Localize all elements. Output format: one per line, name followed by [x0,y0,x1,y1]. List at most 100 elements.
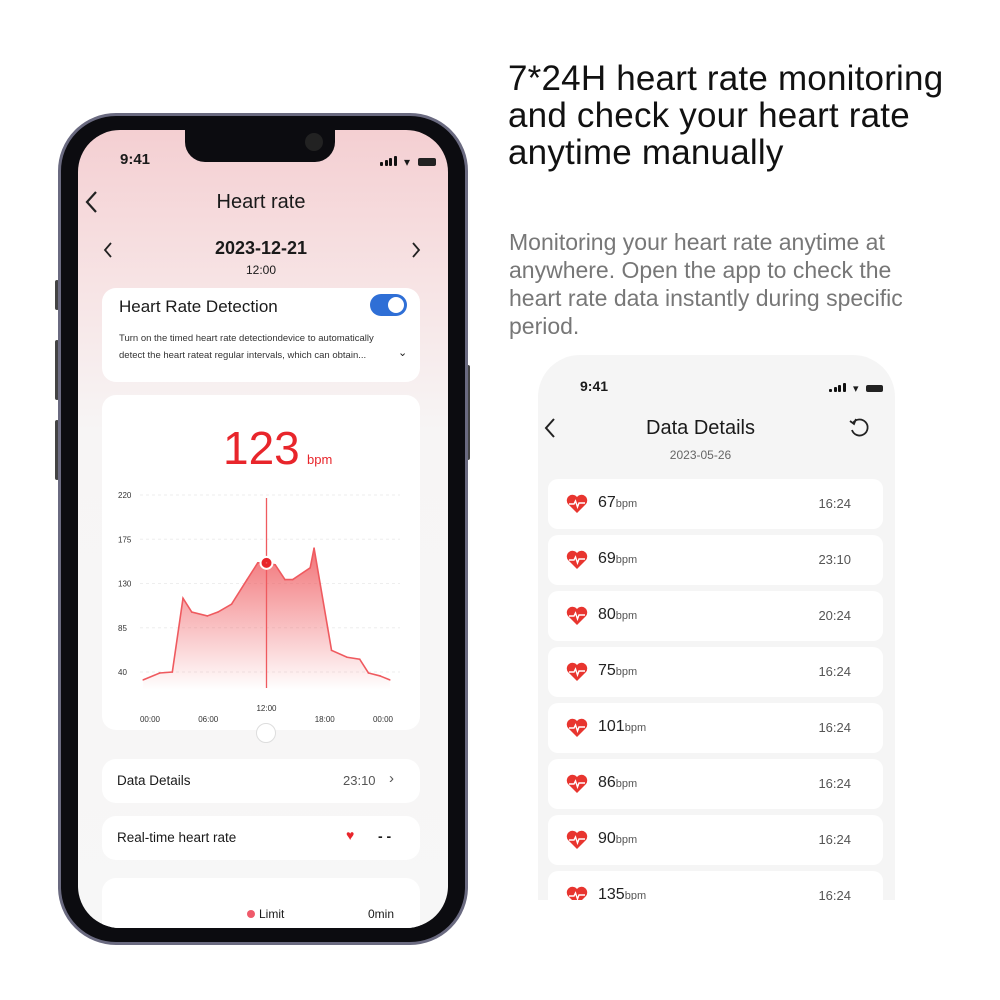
record-row[interactable]: 86bpm 16:24 [548,759,883,809]
bpm-unit: bpm [307,452,333,467]
heart-pulse-icon [566,606,588,625]
data-point [330,649,333,652]
record-time: 16:24 [818,776,851,791]
current-bpm: 123 [223,422,300,474]
data-point [313,547,315,549]
record-time: 16:24 [818,888,851,900]
limit-card: Limit 0min [102,878,420,928]
phone-side-button [55,420,59,480]
record-time: 16:24 [818,832,851,847]
date-label: 2023-12-21 [214,238,308,258]
record-value: 135bpm [598,886,647,900]
y-tick-label: 175 [118,535,132,544]
next-date-icon[interactable] [410,241,422,259]
battery-icon [418,158,437,166]
detection-toggle[interactable] [370,294,407,316]
data-point [346,656,348,659]
detection-title: Heart Rate Detection [119,297,278,316]
data-point [230,603,233,605]
x-tick-label: 00:00 [373,715,394,724]
data-point [284,578,286,581]
back-icon[interactable] [84,190,100,214]
signal-icon [829,383,846,392]
record-row[interactable]: 69bpm 23:10 [548,535,883,585]
record-row[interactable]: 135bpm 16:24 [548,871,883,900]
x-tick-label: 00:00 [140,715,161,724]
data-point [367,672,370,674]
record-time: 20:24 [818,608,851,623]
y-tick-label: 85 [118,624,127,633]
data-point [291,578,294,581]
headline: 7*24H heart rate monitoring and check yo… [508,59,944,172]
data-details-row[interactable]: Data Details 23:10 › [102,759,420,803]
data-point [217,611,219,613]
record-time: 16:24 [818,496,851,511]
detection-description: Turn on the timed heart rate detectionde… [119,333,374,344]
data-point [182,597,184,600]
data-point [142,679,145,681]
record-row[interactable]: 90bpm 16:24 [548,815,883,865]
data-details-value: 23:10 [343,773,376,788]
time-label: 12:00 [245,263,277,277]
phone-side-button [466,365,470,460]
page-title: Heart rate [216,191,306,213]
subtext: Monitoring your heart rate anytime at an… [509,229,903,339]
record-row[interactable]: 80bpm 20:24 [548,591,883,641]
chevron-right-icon: › [389,770,394,787]
data-details-label: Data Details [117,773,191,788]
x-tick-label: 12:00 [256,704,277,713]
y-tick-label: 40 [118,668,127,677]
data-point [265,562,268,564]
limit-dot-icon [247,910,255,918]
heart-pulse-icon [566,886,588,900]
date-label: 2023-05-26 [669,448,732,462]
record-row[interactable]: 67bpm 16:24 [548,479,883,529]
data-point [379,675,381,677]
record-time: 23:10 [818,552,851,567]
signal-icon [380,156,397,166]
data-point [190,611,193,613]
limit-value: 0min [368,907,395,921]
heart-pulse-icon [566,550,588,569]
heart-rate-chart[interactable]: 220 175 130 85 40 00:00 06:00 12:00 18:00 00:00 [78,130,448,770]
record-value: 86bpm [598,774,638,791]
data-point [246,578,248,581]
realtime-value: - - [378,828,392,844]
heart-pulse-icon [566,774,588,793]
limit-label: Limit [259,907,285,921]
heart-pulse-icon [566,718,588,737]
heart-icon: ♥ [346,827,355,843]
record-row[interactable]: 75bpm 16:24 [548,647,883,697]
detection-description: detect the heart rateat regular interval… [119,350,367,361]
realtime-row[interactable]: Real-time heart rate ♥ - - [102,816,420,860]
realtime-label: Real-time heart rate [117,830,237,845]
prev-date-icon[interactable] [102,241,114,259]
battery-icon [865,385,883,392]
x-tick-label: 18:00 [315,715,336,724]
notch [185,130,335,162]
record-value: 101bpm [598,718,647,735]
record-value: 67bpm [598,494,638,511]
status-icons: ▾ [829,379,883,397]
data-point [171,671,174,673]
record-time: 16:24 [818,720,851,735]
heart-pulse-icon [566,662,588,681]
status-time: 9:41 [580,378,609,394]
wifi-icon: ▾ [852,383,859,395]
refresh-icon[interactable] [848,417,870,439]
back-icon[interactable] [543,417,557,439]
data-details-screen: 9:41 ▾ Data Details 2023-05-26 67bpm 16:2… [538,355,895,900]
chart-scrubber-handle[interactable] [256,723,276,743]
data-point [256,562,259,564]
record-row[interactable]: 101bpm 16:24 [548,703,883,753]
data-point [309,566,311,569]
x-tick-label: 06:00 [198,715,219,724]
wifi-icon: ▾ [403,155,410,169]
record-value: 75bpm [598,662,638,679]
data-point [388,679,391,681]
record-value: 80bpm [598,606,638,623]
status-icons: ▾ [380,153,437,171]
data-point [358,658,361,661]
status-time: 9:41 [120,151,151,168]
expand-icon[interactable]: ⌄ [398,347,408,359]
